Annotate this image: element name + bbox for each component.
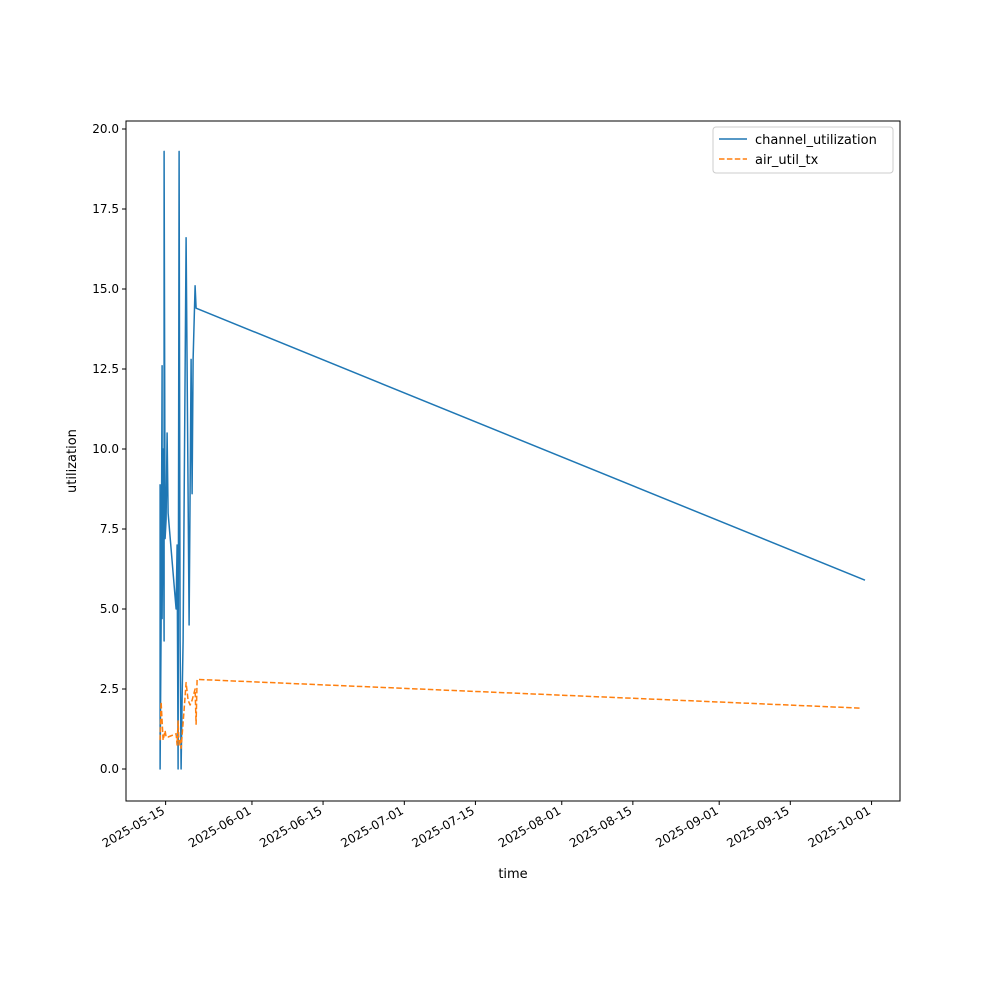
legend-label-air-util-tx: air_util_tx (755, 153, 819, 168)
y-tick-label: 15.0 (92, 282, 119, 296)
series-line-channel-utilization (159, 150, 866, 770)
y-tick-label: 0.0 (100, 762, 119, 776)
x-tick-label: 2025-07-15 (410, 803, 477, 850)
legend: channel_utilization air_util_tx (712, 126, 894, 174)
x-tick-label: 2025-09-01 (653, 803, 720, 850)
y-tick-label: 20.0 (92, 122, 119, 136)
y-axis-label: utilization (65, 429, 80, 493)
series-lines (159, 150, 866, 770)
y-tick-label: 10.0 (92, 442, 119, 456)
legend-label-channel-utilization: channel_utilization (755, 133, 877, 148)
y-tick-label: 17.5 (92, 202, 119, 216)
x-axis-label: time (498, 867, 527, 882)
x-tick-label: 2025-06-15 (257, 803, 324, 850)
y-tick-label: 12.5 (92, 362, 119, 376)
x-tick-label: 2025-08-01 (496, 803, 563, 850)
x-tick-label: 2025-05-15 (100, 803, 167, 850)
axis-ticks: 2025-05-15 2025-06-01 2025-06-15 2025-07-01… (92, 122, 873, 850)
x-tick-label: 2025-10-01 (806, 803, 873, 850)
x-tick-label: 2025-09-15 (724, 803, 791, 850)
y-tick-label: 5.0 (100, 602, 119, 616)
legend-frame (712, 126, 894, 174)
x-tick-label: 2025-07-01 (338, 803, 405, 850)
y-tick-label: 7.5 (100, 522, 119, 536)
series-line-air-util-tx (159, 678, 862, 749)
x-tick-label: 2025-08-15 (567, 803, 634, 850)
y-tick-label: 2.5 (100, 682, 119, 696)
plot-area-frame (125, 120, 901, 802)
x-tick-label: 2025-06-01 (186, 803, 253, 850)
